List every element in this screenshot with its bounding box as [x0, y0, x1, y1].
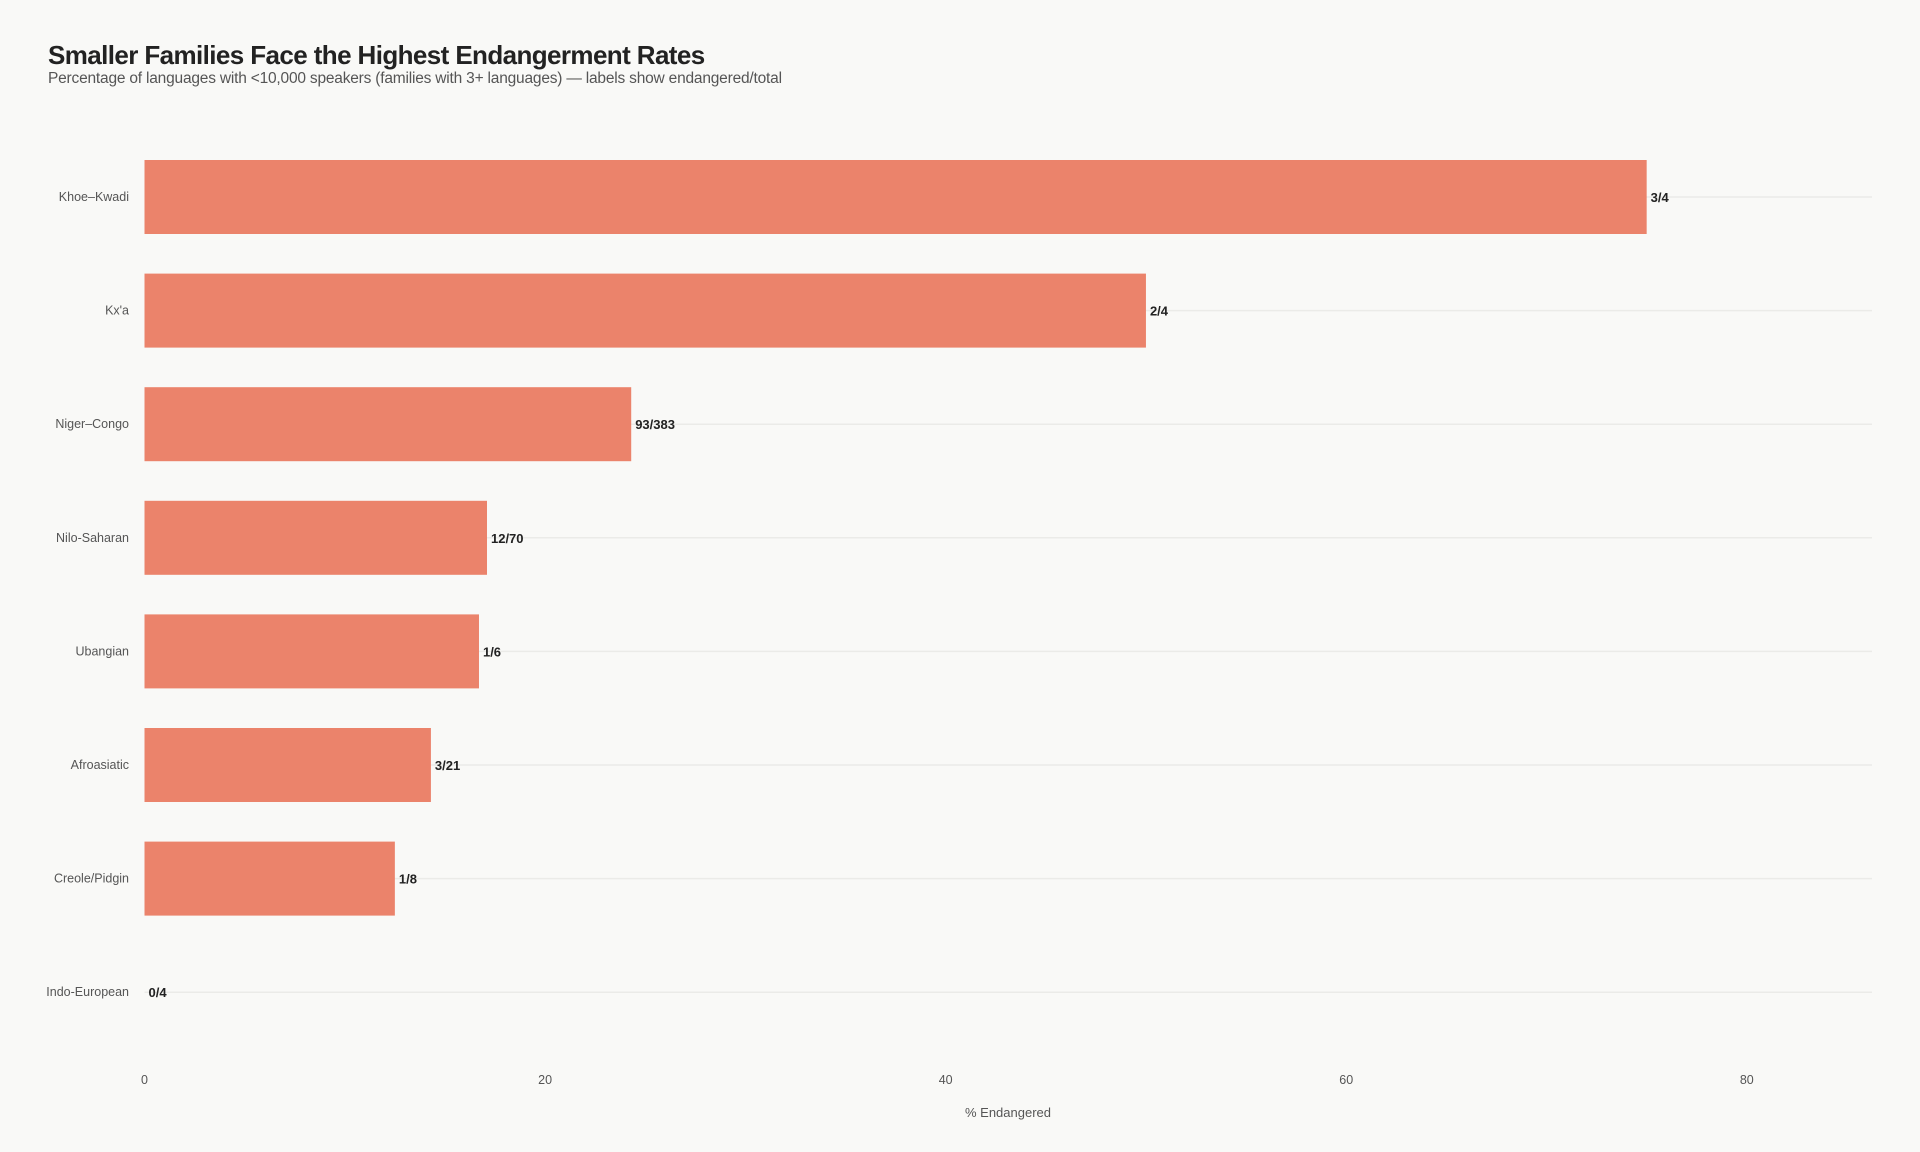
x-tick-label: 80	[1740, 1073, 1754, 1087]
data-label: 1/6	[483, 644, 501, 659]
bar	[144, 728, 431, 802]
category-label: Indo-European	[46, 985, 129, 999]
x-tick-label: 20	[538, 1073, 552, 1087]
x-tick-label: 40	[939, 1073, 953, 1087]
bar	[144, 500, 487, 575]
bar	[144, 841, 395, 916]
bar	[144, 160, 1647, 234]
chart-subtitle: Percentage of languages with <10,000 spe…	[48, 70, 782, 87]
bar	[144, 387, 632, 462]
category-label: Kx'a	[105, 304, 129, 318]
x-tick-label: 0	[141, 1073, 148, 1087]
chart-title: Smaller Families Face the Highest Endang…	[48, 40, 705, 70]
category-label: Ubangian	[75, 644, 129, 658]
category-label: Afroasiatic	[71, 758, 129, 772]
data-label: 0/4	[149, 985, 168, 1000]
category-label: Nilo-Saharan	[56, 531, 129, 545]
data-label: 2/4	[1150, 304, 1169, 319]
x-tick-label: 60	[1339, 1073, 1353, 1087]
x-axis-label: % Endangered	[965, 1105, 1051, 1120]
category-label: Creole/Pidgin	[54, 872, 129, 886]
data-label: 12/70	[491, 531, 524, 546]
data-label: 1/8	[399, 872, 417, 887]
bar	[144, 614, 479, 689]
data-label: 3/21	[435, 758, 460, 773]
category-label: Khoe–Kwadi	[59, 190, 129, 204]
category-label: Niger–Congo	[55, 417, 129, 431]
data-label: 3/4	[1651, 190, 1670, 205]
data-label: 93/383	[635, 417, 675, 432]
bar	[144, 273, 1146, 348]
